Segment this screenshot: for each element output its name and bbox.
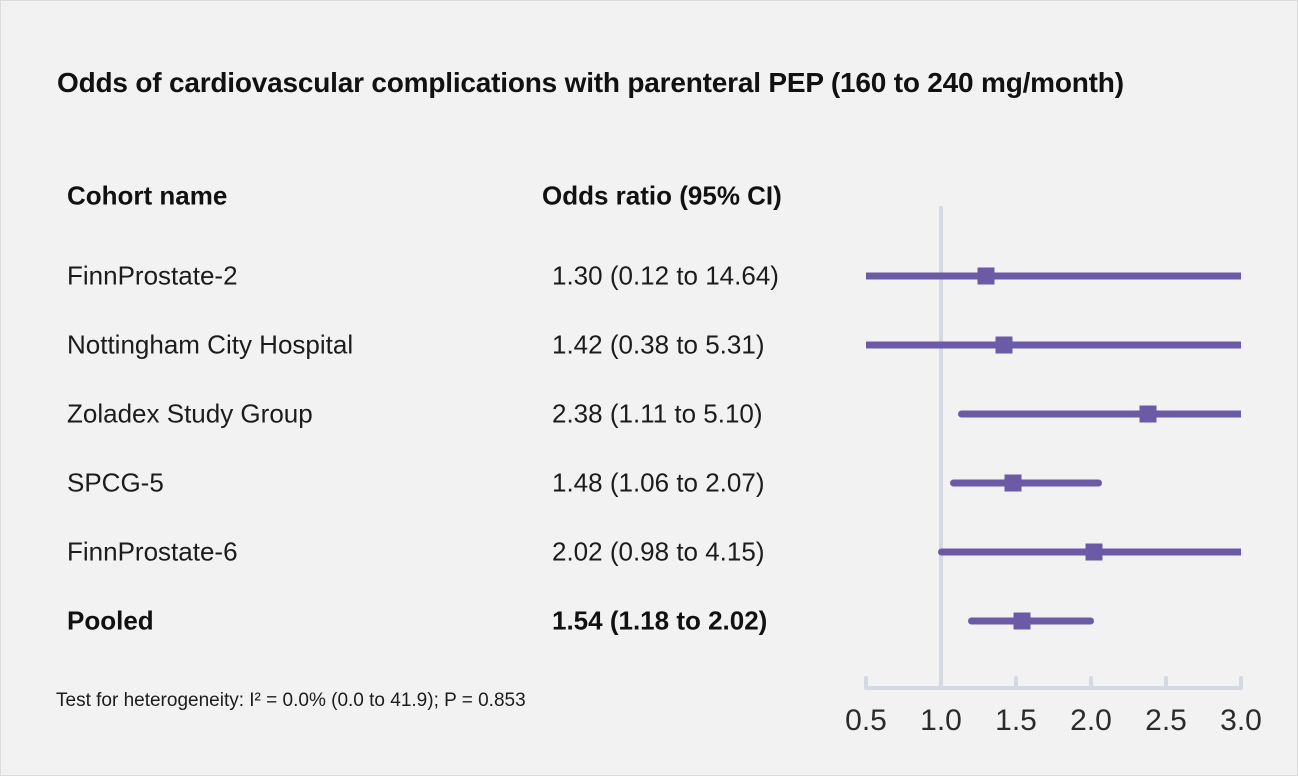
x-axis-tick [939,676,943,688]
point-estimate-marker [1004,474,1022,492]
column-header-cohort: Cohort name [67,180,228,211]
cohort-label: FinnProstate-6 [67,536,238,567]
cohort-label: Nottingham City Hospital [67,329,354,360]
x-axis-tick-label: 1.5 [995,704,1037,737]
x-axis-tick-label: 3.0 [1220,704,1262,737]
cohort-label: Pooled [67,605,154,636]
reference-line [939,206,943,690]
x-axis-line [864,686,1243,690]
odds-ratio-value: 2.38 (1.11 to 5.10) [552,398,763,429]
x-axis-tick [1164,676,1168,688]
odds-ratio-value: 2.02 (0.98 to 4.15) [552,536,765,567]
chart-title: Odds of cardiovascular complications wit… [57,67,1124,98]
point-estimate-marker [995,336,1013,354]
x-axis-tick [1089,676,1093,688]
point-estimate-marker [977,267,995,285]
odds-ratio-value: 1.42 (0.38 to 5.31) [552,329,765,360]
cohort-label: SPCG-5 [67,467,164,498]
column-header-odds-ratio: Odds ratio (95% CI) [542,180,782,211]
x-axis-tick-label: 0.5 [845,704,887,737]
cohort-label: FinnProstate-2 [67,260,238,291]
odds-ratio-value: 1.30 (0.12 to 14.64) [552,260,779,291]
x-axis-tick-label: 1.0 [920,704,962,737]
x-axis-tick [864,676,868,688]
confidence-interval-line [968,617,1094,625]
x-axis-tick [1239,676,1243,688]
confidence-interval-line [866,272,1241,280]
odds-ratio-value: 1.54 (1.18 to 2.02) [552,605,768,636]
heterogeneity-footnote: Test for heterogeneity: I² = 0.0% (0.0 t… [56,690,526,711]
x-axis-tick-label: 2.5 [1145,704,1187,737]
confidence-interval-line [950,479,1102,487]
x-axis-tick-label: 2.0 [1070,704,1112,737]
point-estimate-marker [1085,543,1103,561]
cohort-label: Zoladex Study Group [67,398,313,429]
point-estimate-marker [1139,405,1157,423]
x-axis-tick [1014,676,1018,688]
point-estimate-marker [1013,612,1031,630]
confidence-interval-line [957,410,1241,418]
confidence-interval-line [866,341,1241,349]
odds-ratio-value: 1.48 (1.06 to 2.07) [552,467,765,498]
